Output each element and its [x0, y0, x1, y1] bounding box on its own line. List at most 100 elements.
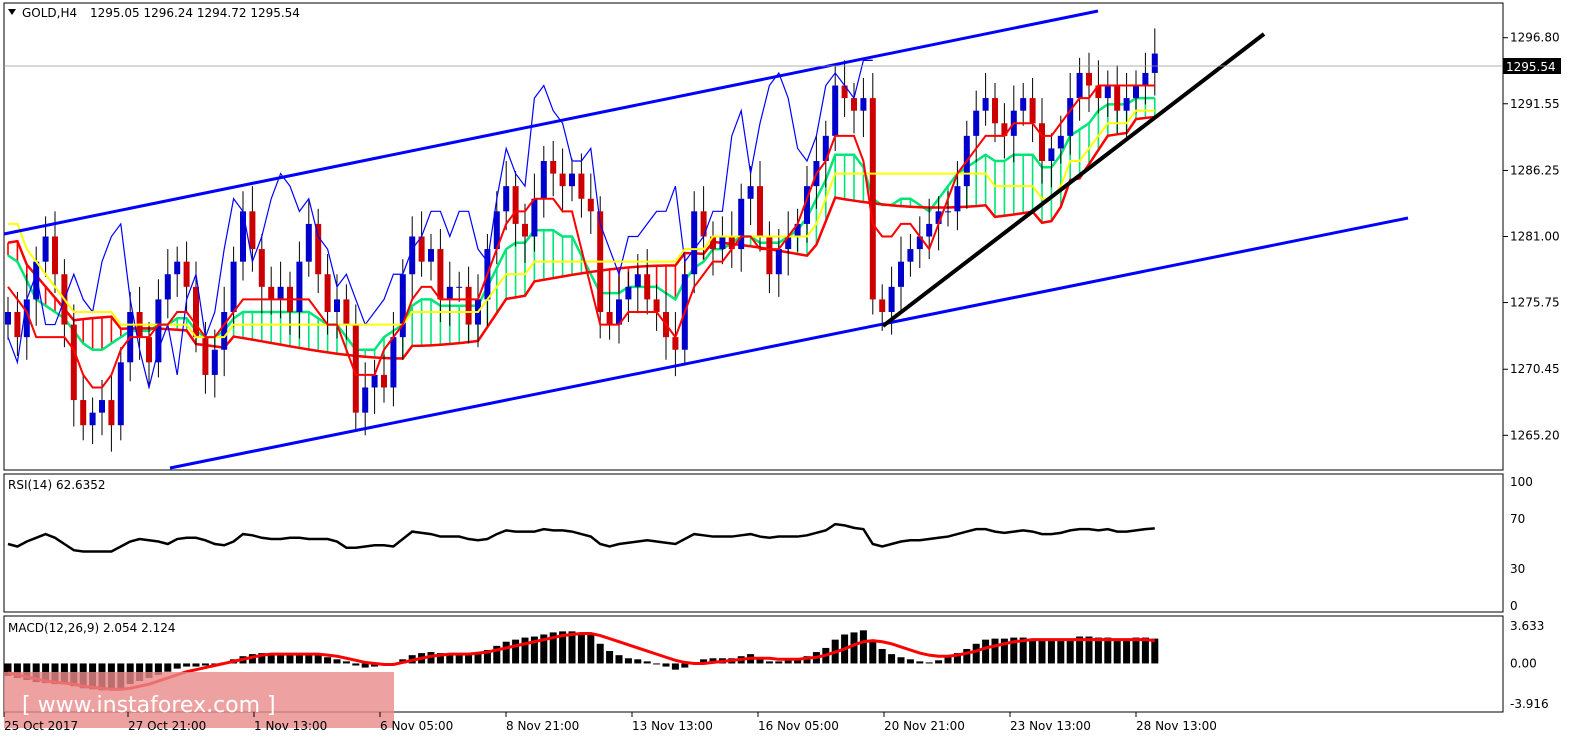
macd-histogram-bar [615, 655, 623, 664]
candle-body [522, 223, 528, 237]
candle-body [982, 98, 989, 111]
time-tick-label: 1 Nov 13:00 [254, 719, 327, 733]
macd-histogram-bar [906, 659, 914, 664]
candle-body [794, 223, 801, 237]
macd-histogram-bar [530, 636, 538, 664]
candle-body [258, 249, 265, 287]
candle-body [221, 311, 228, 350]
price-tick-label: 1286.25 [1510, 163, 1560, 177]
candle-body [334, 299, 340, 312]
macd-histogram-bar [587, 634, 595, 664]
macd-tick-label: 0.00 [1510, 656, 1537, 670]
macd-histogram-bar [145, 663, 153, 678]
price-tick-label: 1270.45 [1510, 362, 1560, 376]
candle-body [653, 299, 660, 312]
macd-histogram-bar [756, 657, 764, 664]
macd-histogram-bar [662, 663, 670, 667]
candle-body [42, 236, 49, 262]
dropdown-triangle-icon[interactable] [8, 9, 16, 15]
candle-body [409, 236, 416, 275]
macd-histogram-bar [916, 661, 924, 664]
candle-body [1095, 85, 1102, 99]
candle-body [1104, 85, 1111, 99]
macd-histogram-bar [483, 650, 491, 664]
candle-body [916, 236, 923, 250]
macd-histogram-bar [1010, 637, 1018, 664]
macd-histogram-bar [183, 663, 191, 667]
candle-body [268, 286, 275, 300]
macd-histogram-bar [643, 661, 651, 664]
macd-histogram-bar [314, 655, 322, 664]
candle-body [456, 286, 463, 288]
candle-body [23, 299, 30, 338]
rsi-tick-label: 100 [1510, 475, 1533, 489]
candle-body [446, 286, 453, 300]
macd-histogram-bar [361, 663, 369, 668]
candle-body [832, 85, 839, 136]
candle-body [672, 337, 679, 350]
price-tick-label: 1265.20 [1510, 428, 1560, 442]
candle-body [569, 173, 575, 187]
candle-body [305, 223, 312, 262]
macd-histogram-bar [1123, 638, 1131, 664]
candle-body [973, 110, 980, 136]
macd-histogram-bar [803, 656, 811, 664]
macd-histogram-bar [972, 643, 980, 664]
macd-histogram-bar [192, 663, 200, 667]
candle-body [757, 186, 763, 237]
time-tick-label: 25 Oct 2017 [4, 719, 78, 733]
candle-body [804, 186, 810, 224]
macd-histogram-bar [455, 653, 463, 664]
candle-body [747, 186, 754, 199]
candle-body [822, 135, 829, 162]
candle-body [390, 337, 397, 388]
candle-body [898, 261, 904, 287]
macd-histogram-bar [991, 638, 999, 664]
macd-histogram-bar [897, 657, 905, 664]
macd-histogram-bar [624, 658, 632, 664]
time-tick-label: 20 Nov 21:00 [884, 719, 965, 733]
macd-histogram-bar [277, 653, 285, 664]
time-tick-label: 28 Nov 13:00 [1136, 719, 1217, 733]
rsi-pane [7, 522, 1155, 553]
candle-body [738, 198, 745, 250]
macd-histogram-bar [1076, 636, 1084, 664]
macd-histogram-bar [1132, 637, 1140, 664]
macd-histogram-bar [671, 663, 679, 670]
candle-body [52, 236, 58, 275]
candle-body [174, 261, 181, 275]
macd-histogram-bar [1085, 636, 1093, 664]
candle-body [775, 249, 782, 275]
candle-body [202, 337, 209, 375]
price-tick-label: 1291.55 [1510, 97, 1560, 111]
macd-histogram-bar [784, 660, 792, 664]
candle-body [230, 261, 237, 312]
candle-body [437, 249, 444, 300]
candle-body [559, 173, 566, 187]
macd-histogram-bar [888, 654, 896, 664]
macd-histogram-bar [1057, 640, 1065, 664]
macd-histogram-bar [1029, 638, 1037, 664]
candle-body [531, 198, 538, 237]
watermark-box [4, 672, 394, 728]
candle-body [117, 362, 124, 426]
macd-histogram-bar [164, 663, 172, 672]
candle-body [1057, 135, 1064, 149]
macd-histogram-bar [549, 632, 557, 664]
candle-body [5, 311, 11, 325]
candle-body [428, 249, 434, 262]
macd-histogram-bar [859, 630, 867, 664]
candle-body [634, 274, 641, 287]
macd-title: MACD(12,26,9) 2.054 2.124 [8, 621, 175, 635]
macd-histogram-bar [850, 632, 858, 664]
candle-body [399, 274, 406, 338]
candle-body [183, 261, 190, 287]
candle-body [766, 236, 773, 275]
macd-histogram-bar [568, 631, 576, 664]
tenkan-sen-line [7, 84, 1155, 389]
macd-histogram-bar [1019, 637, 1027, 664]
macd-histogram-bar [1113, 638, 1121, 664]
candle-body [465, 286, 472, 325]
rsi-tick-label: 0 [1510, 599, 1518, 613]
